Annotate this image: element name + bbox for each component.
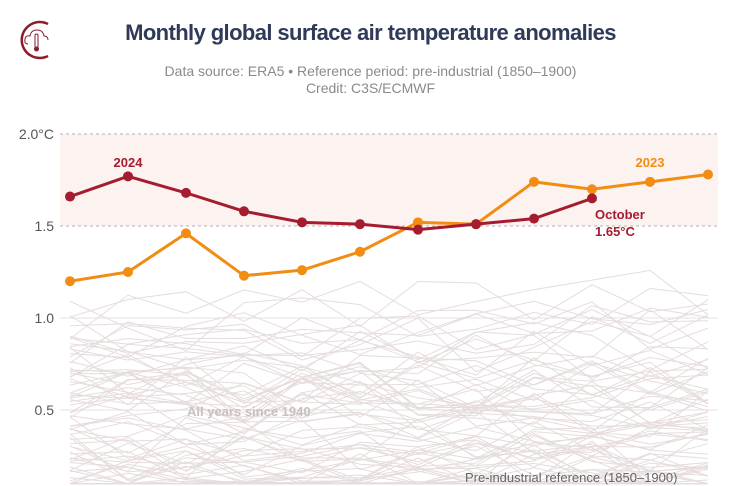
- background-year-line: [69, 427, 709, 481]
- october-value-annotation: 1.65°C: [595, 224, 636, 239]
- background-year-line: [69, 376, 709, 430]
- data-point-2024-Sep: [529, 213, 539, 224]
- data-point-2023-Sep: [529, 176, 539, 187]
- cloud-thermometer-icon: [20, 20, 49, 60]
- background-year-line: [69, 399, 709, 446]
- background-year-line: [69, 280, 709, 327]
- data-point-2023-Feb: [123, 267, 133, 277]
- series-label-2024: 2024: [114, 155, 144, 170]
- background-year-line: [69, 307, 709, 364]
- y-tick-label: 0.5: [35, 402, 55, 418]
- background-year-line: [69, 428, 709, 479]
- background-year-line: [69, 321, 709, 378]
- data-point-2024-Oct: [587, 193, 597, 204]
- data-point-2024-Jul: [413, 224, 423, 235]
- background-year-line: [69, 299, 709, 358]
- background-year-line: [69, 416, 709, 472]
- y-tick-label: 2.0°C: [19, 126, 54, 142]
- background-year-line: [69, 317, 709, 373]
- background-year-line: [69, 287, 709, 352]
- data-point-2023-Oct: [587, 184, 597, 195]
- data-point-2023-Jul: [413, 217, 423, 228]
- background-year-line: [69, 445, 709, 485]
- background-year-line: [69, 366, 709, 415]
- background-year-line: [69, 437, 709, 481]
- data-point-2024-Aug: [471, 219, 481, 230]
- october-annotation: October: [595, 207, 645, 222]
- background-year-line: [69, 305, 709, 361]
- reference-label: Pre-industrial reference (1850–1900): [465, 470, 677, 485]
- background-year-line: [69, 364, 709, 411]
- background-year-line: [69, 415, 709, 452]
- series-label-2023: 2023: [636, 155, 665, 170]
- background-year-line: [69, 432, 709, 469]
- background-year-line: [69, 309, 709, 363]
- background-year-line: [69, 410, 709, 460]
- background-year-line: [69, 330, 709, 376]
- data-point-2024-Mar: [181, 187, 191, 198]
- data-point-2023-Nov: [645, 176, 655, 187]
- background-year-line: [69, 269, 709, 340]
- background-year-line: [69, 370, 709, 425]
- background-year-line: [69, 396, 709, 434]
- background-year-line: [69, 432, 709, 485]
- background-year-line: [69, 390, 709, 445]
- data-point-2024-Apr: [239, 206, 249, 217]
- background-year-line: [69, 462, 708, 485]
- y-tick-label: 1.5: [35, 218, 55, 234]
- background-label: All years since 1940: [187, 404, 311, 419]
- background-year-line: [69, 382, 709, 427]
- shaded-band-1.5-2.0: [60, 134, 718, 226]
- data-point-2024-Jun: [355, 219, 365, 230]
- background-year-line: [69, 390, 709, 437]
- data-point-2023-Mar: [181, 228, 191, 239]
- series-line-2023: [69, 172, 709, 283]
- background-year-line: [69, 300, 709, 358]
- background-year-line: [69, 442, 709, 485]
- chart-title: Monthly global surface air temperature a…: [125, 20, 616, 45]
- background-year-line: [69, 417, 709, 462]
- background-year-line: [69, 433, 709, 482]
- data-point-2024-Jan: [65, 191, 75, 202]
- y-tick-label: 1.0: [35, 310, 55, 326]
- background-year-line: [69, 449, 709, 485]
- background-year-line: [69, 381, 709, 432]
- data-point-2023-Jan: [65, 276, 75, 287]
- background-year-line: [69, 351, 709, 406]
- data-point-2023-Dec: [703, 169, 713, 180]
- background-year-line: [69, 371, 709, 419]
- background-year-line: [69, 425, 709, 476]
- background-year-line: [69, 368, 709, 413]
- chart-credit: Credit: C3S/ECMWF: [305, 80, 436, 96]
- background-year-line: [69, 314, 709, 364]
- data-point-2023-May: [297, 265, 307, 276]
- series-line-2024: [69, 174, 593, 232]
- background-year-line: [69, 353, 709, 403]
- data-point-2023-Jun: [355, 246, 365, 257]
- chart-subtitle: Data source: ERA5 • Reference period: pr…: [164, 63, 577, 79]
- data-point-2024-May: [297, 217, 307, 228]
- data-point-2023-Apr: [239, 270, 249, 281]
- data-point-2024-Feb: [123, 171, 133, 182]
- background-year-line: [69, 334, 709, 385]
- background-year-line: [69, 380, 709, 435]
- background-year-line: [69, 301, 709, 356]
